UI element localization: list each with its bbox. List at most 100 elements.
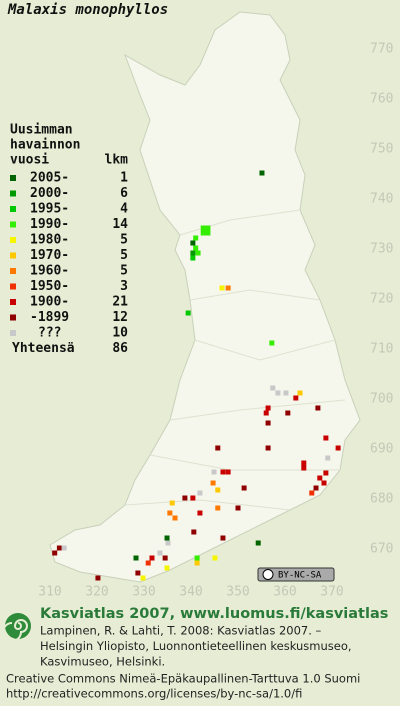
legend-label: 2000- <box>30 186 69 201</box>
y-tick-label: 770 <box>370 42 393 57</box>
observation-square <box>283 390 289 396</box>
legend-total: 86 <box>112 341 128 356</box>
footer-title: Kasviatlas 2007, www.luomus.fi/kasviatla… <box>40 606 388 622</box>
observation-square <box>323 435 329 441</box>
observation-square <box>270 385 276 391</box>
legend-swatch <box>10 206 16 212</box>
observation-square <box>157 550 163 556</box>
legend-count: 10 <box>112 326 128 341</box>
observation-square <box>190 250 196 256</box>
legend-label: 1980- <box>30 233 69 248</box>
observation-square <box>309 490 315 496</box>
legend-count: 6 <box>120 186 128 201</box>
observation-square <box>220 535 226 541</box>
legend-label: ??? <box>38 326 61 341</box>
observation-square <box>241 485 247 491</box>
legend-swatch <box>10 268 16 274</box>
observation-square <box>191 529 197 535</box>
y-tick-label: 720 <box>370 292 393 307</box>
legend-header: Uusimman <box>10 123 73 138</box>
license-badge-text: BY-NC-SA <box>278 571 322 581</box>
observation-square <box>205 225 211 231</box>
legend-swatch <box>10 221 16 228</box>
legend-label: 1970- <box>30 248 69 263</box>
citation-line: Kasvimuseo, Helsinki. <box>40 655 165 669</box>
observation-square <box>265 420 271 426</box>
observation-square <box>317 475 323 481</box>
y-tick-label: 700 <box>370 392 393 407</box>
observation-square <box>195 250 201 256</box>
observation-square <box>263 410 269 416</box>
observation-square <box>212 555 218 561</box>
legend-count: 21 <box>112 295 128 310</box>
x-tick-label: 370 <box>320 585 343 600</box>
x-tick-label: 330 <box>132 585 155 600</box>
y-tick-label: 750 <box>370 142 393 157</box>
observation-square <box>197 510 203 516</box>
legend-swatch <box>10 330 16 336</box>
observation-square <box>265 445 271 451</box>
observation-square <box>313 485 319 491</box>
observation-square <box>190 255 196 261</box>
observation-square <box>259 170 265 176</box>
legend-count: 14 <box>112 217 128 232</box>
legend-count: 1 <box>120 171 128 186</box>
legend-swatch <box>10 283 16 290</box>
y-tick-label: 760 <box>370 92 393 107</box>
observation-square <box>145 560 151 566</box>
observation-square <box>52 550 58 556</box>
observation-square <box>172 515 178 521</box>
y-tick-label: 740 <box>370 192 393 207</box>
legend-header: havainnon <box>10 138 80 153</box>
observation-square <box>293 395 299 401</box>
observation-square <box>167 510 173 516</box>
observation-square <box>285 410 291 416</box>
observation-square <box>169 500 175 506</box>
y-tick-label: 710 <box>370 342 393 357</box>
legend-total-label: Yhteensä <box>12 341 75 356</box>
observation-square <box>61 545 67 551</box>
observation-square <box>211 469 217 475</box>
legend-swatch <box>10 299 16 305</box>
y-tick-label: 680 <box>370 492 393 507</box>
observation-square <box>185 310 191 316</box>
observation-square <box>164 565 170 571</box>
x-tick-label: 320 <box>85 585 108 600</box>
legend-swatch <box>10 175 16 181</box>
legend-label: 1960- <box>30 264 69 279</box>
legend-count-header: lkm <box>105 153 129 168</box>
observation-square <box>215 505 221 511</box>
observation-square <box>140 575 146 581</box>
license-badge <box>257 567 335 582</box>
legend-swatch <box>10 237 16 243</box>
observation-square <box>323 470 329 476</box>
legend-label: 2005- <box>30 171 69 186</box>
y-tick-label: 670 <box>370 542 393 557</box>
legend-count: 5 <box>120 233 128 248</box>
observation-square <box>255 540 261 546</box>
observation-square <box>335 445 341 451</box>
observation-square <box>133 555 139 561</box>
legend-label: 1990- <box>30 217 69 232</box>
legend-count: 12 <box>112 310 128 325</box>
legend-label: 1995- <box>30 202 69 217</box>
map-title: Malaxis monophyllos <box>7 2 168 18</box>
legend-swatch <box>10 314 16 321</box>
observation-square <box>225 285 231 291</box>
y-tick-label: 690 <box>370 442 393 457</box>
observation-square <box>190 495 196 501</box>
observation-square <box>275 390 281 396</box>
cc-icon <box>262 569 274 580</box>
observation-square <box>269 340 275 346</box>
y-tick-label: 730 <box>370 242 393 257</box>
observation-square <box>225 469 231 475</box>
observation-square <box>301 465 307 471</box>
observation-square <box>321 480 327 486</box>
observation-square <box>194 560 200 566</box>
observation-square <box>265 405 271 411</box>
observation-square <box>162 555 168 561</box>
observation-square <box>197 490 203 496</box>
legend-label: 1900- <box>30 295 69 310</box>
observation-square <box>325 455 331 461</box>
